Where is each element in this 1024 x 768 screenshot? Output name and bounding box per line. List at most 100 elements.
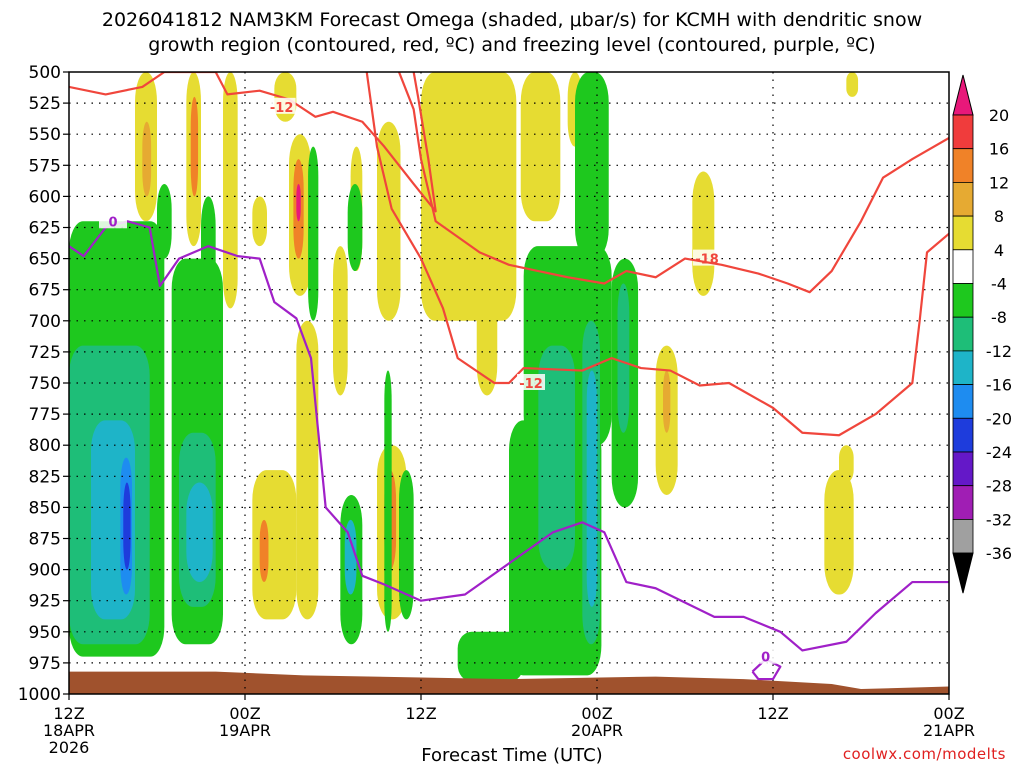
omega-shading-layer [69,72,859,682]
colorbar-band [952,249,974,284]
omega-cell [223,72,238,309]
omega-cell [296,320,319,620]
omega-cell [123,482,131,570]
x-tick-label: 00Z [229,704,260,723]
colorbar-tick-label: -36 [986,544,1012,563]
colorbar-band [952,181,974,217]
freezing-level-contour-label-bg [99,212,127,229]
colorbar-tick-label: 4 [994,241,1004,260]
colorbar-tick-label: 8 [994,207,1004,226]
y-tick-label: 550 [29,125,61,145]
freezing-level-contour-label-bg [751,647,780,664]
x-tick-label: 19APR [219,721,271,740]
colorbar-band [952,350,974,385]
colorbar-max-triangle [952,74,974,116]
omega-cell [692,171,715,296]
dendritic-contour-label-bg [267,97,296,114]
colorbar-tick-label: -28 [986,477,1012,496]
omega-cell [190,96,199,197]
colorbar-band [952,283,974,318]
y-tick-label: 875 [29,530,61,550]
y-tick-label: 575 [29,156,61,176]
omega-cell [201,196,216,321]
y-tick-label: 975 [29,654,61,674]
colorbar: 20 16 12 8 4 -4 -8 -12 -16 -20 -24 -28 -32 -36 [952,74,1012,594]
y-tick-label: 725 [29,343,61,363]
chart-title-line-1: 2026041812 NAM3KM Forecast Omega (shaded… [101,9,923,31]
x-axis-label: Forecast Time (UTC) [421,745,603,766]
x-tick-label: 12Z [53,704,84,723]
colorbar-tick-label: -8 [991,308,1007,327]
omega-cell [824,470,854,595]
omega-cell [252,196,267,247]
y-tick-label: 825 [29,467,61,487]
x-tick-label: 00Z [581,704,612,723]
omega-cell [839,445,854,483]
y-tick-label: 700 [29,312,61,332]
omega-cell [457,631,524,682]
colorbar-tick-label: -4 [991,275,1007,294]
y-tick-label: 800 [29,436,61,456]
y-tick-label: 525 [29,94,61,114]
omega-cell [663,370,671,433]
colorbar-band [952,215,974,251]
colorbar-band [952,114,974,150]
omega-cell [586,370,597,607]
freezing-level-contour-label: 0 [761,651,770,666]
y-tick-label: 1000 [18,685,61,705]
x-tick-label: 12Z [405,704,436,723]
colorbar-band [952,384,974,419]
colorbar-band [952,451,974,487]
colorbar-tick-label: 12 [989,173,1009,192]
colorbar-tick-label: -12 [986,342,1012,361]
x-tick-label: 2026 [49,738,90,757]
colorbar-band [952,485,974,520]
x-tick-label: 12Z [757,704,788,723]
x-tick-label: 20APR [571,721,623,740]
y-tick-label: 850 [29,498,61,518]
chart-title-line-2: growth region (contoured, red, ºC) and f… [148,34,876,56]
freezing-level-contour-label: 0 [108,215,117,230]
y-tick-label: 675 [29,281,61,301]
y-tick-label: 950 [29,623,61,643]
colorbar-tick-label: -20 [986,409,1012,428]
colorbar-tick-label: -24 [986,443,1012,462]
omega-cell [617,283,630,433]
omega-cell [252,470,297,620]
axes-layer: 500 525 550 575 600 625 650 675 700 725 750 775 800 8… [18,63,975,757]
credit-link[interactable]: coolwx.com/modelts [842,745,1006,763]
dendritic-contour-label: -12 [519,377,543,392]
colorbar-tick-label: -32 [986,510,1012,529]
ground-layer [69,671,949,694]
dendritic-contour [365,72,949,437]
omega-cell [186,482,213,583]
omega-cell [575,72,609,259]
x-tick-label: 00Z [933,704,964,723]
colorbar-tick-label: 20 [989,106,1009,125]
omega-cell [538,345,575,570]
omega-cell [399,470,414,620]
y-tick-label: 600 [29,187,61,207]
omega-cell [520,72,561,222]
y-tick-label: 900 [29,561,61,581]
omega-cell [142,121,152,197]
omega-cell [421,72,517,321]
omega-cell [476,246,498,396]
omega-cell [308,146,319,321]
x-tick-label: 18APR [43,721,95,740]
omega-cell [384,370,392,632]
x-tick-label: 21APR [923,721,975,740]
y-tick-label: 775 [29,405,61,425]
y-tick-label: 925 [29,592,61,612]
y-tick-label: 500 [29,63,61,83]
dendritic-contour-label-bg [517,374,545,390]
y-tick-label: 750 [29,374,61,394]
dendritic-contour [69,72,437,213]
colorbar-band [952,519,974,554]
grid-layer [69,72,949,694]
omega-cell [296,183,301,222]
ground-surface [69,671,949,694]
colorbar-band [952,316,974,352]
